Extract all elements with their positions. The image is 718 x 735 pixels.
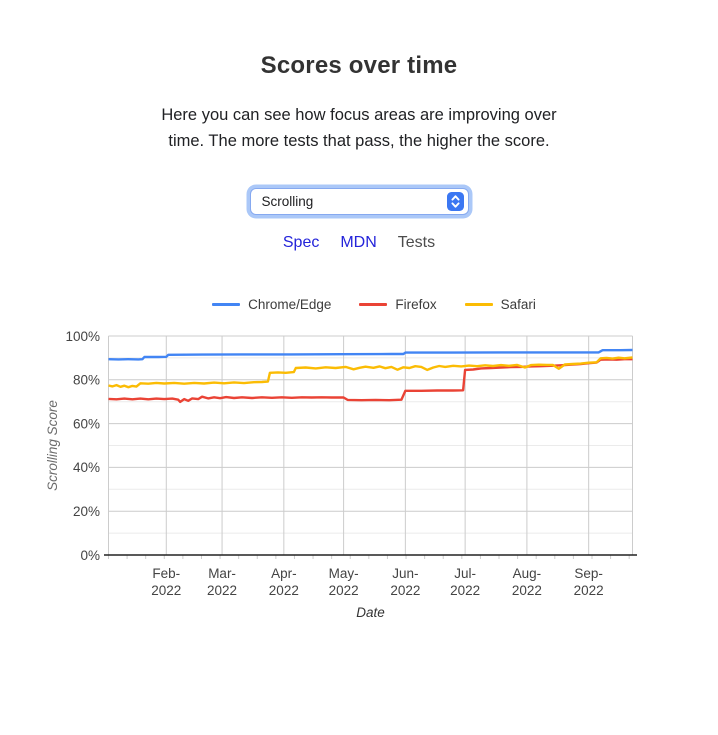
page-title: Scores over time xyxy=(260,52,458,79)
legend-label: Safari xyxy=(500,297,536,312)
svg-text:2022: 2022 xyxy=(151,583,181,598)
svg-text:Jul-: Jul- xyxy=(454,566,476,581)
legend-item-safari: Safari xyxy=(464,297,536,312)
legend-label: Chrome/Edge xyxy=(248,297,332,312)
svg-text:Jun-: Jun- xyxy=(392,566,418,581)
tests-link[interactable]: Tests xyxy=(397,234,436,251)
svg-text:2022: 2022 xyxy=(450,583,480,598)
svg-text:Apr-: Apr- xyxy=(271,566,297,581)
svg-text:20%: 20% xyxy=(73,504,100,519)
page-description: Here you can see how focus areas are imp… xyxy=(161,106,557,150)
svg-text:Feb-: Feb- xyxy=(152,566,180,581)
resource-links: Spec MDN Tests xyxy=(0,234,718,252)
svg-text:2022: 2022 xyxy=(207,583,237,598)
svg-text:2022: 2022 xyxy=(390,583,420,598)
chart-container: 0% 20% 40% 60% 80% 100% Feb- 2022 Mar- 2022 Apr- 20… xyxy=(0,320,718,645)
svg-text:Sep-: Sep- xyxy=(574,566,603,581)
focus-area-select[interactable]: Scrolling xyxy=(249,188,469,215)
svg-text:Aug-: Aug- xyxy=(513,566,542,581)
legend-item-firefox: Firefox xyxy=(359,297,437,312)
focus-area-select-value: Scrolling xyxy=(261,194,314,209)
scores-over-time-page: Scores over time Here you can see how fo… xyxy=(0,52,718,645)
select-stepper-icon[interactable] xyxy=(446,192,464,211)
svg-text:2022: 2022 xyxy=(574,583,604,598)
legend-line-swatch xyxy=(212,303,241,306)
spec-link[interactable]: Spec xyxy=(282,234,320,251)
svg-text:100%: 100% xyxy=(65,329,100,344)
focus-area-select-row: Scrolling xyxy=(0,188,718,215)
svg-text:2022: 2022 xyxy=(329,583,359,598)
mdn-link[interactable]: MDN xyxy=(340,234,377,251)
svg-text:80%: 80% xyxy=(73,373,100,388)
svg-text:60%: 60% xyxy=(73,416,100,431)
svg-text:2022: 2022 xyxy=(512,583,542,598)
legend-item-chrome-edge: Chrome/Edge xyxy=(212,297,331,312)
svg-text:Scrolling Score: Scrolling Score xyxy=(45,400,60,491)
svg-text:May-: May- xyxy=(329,566,359,581)
legend-line-swatch xyxy=(464,303,493,306)
svg-text:Mar-: Mar- xyxy=(208,566,236,581)
legend-line-swatch xyxy=(359,303,388,306)
svg-text:0%: 0% xyxy=(80,548,100,563)
svg-text:2022: 2022 xyxy=(269,583,299,598)
up-down-chevrons-icon xyxy=(450,195,460,208)
svg-text:40%: 40% xyxy=(73,460,100,475)
svg-text:Date: Date xyxy=(356,605,385,620)
legend-label: Firefox xyxy=(395,297,437,312)
chart-legend: Chrome/Edge Firefox Safari xyxy=(0,297,718,312)
scores-line-chart[interactable]: 0% 20% 40% 60% 80% 100% Feb- 2022 Mar- 2022 Apr- 20… xyxy=(0,320,718,640)
